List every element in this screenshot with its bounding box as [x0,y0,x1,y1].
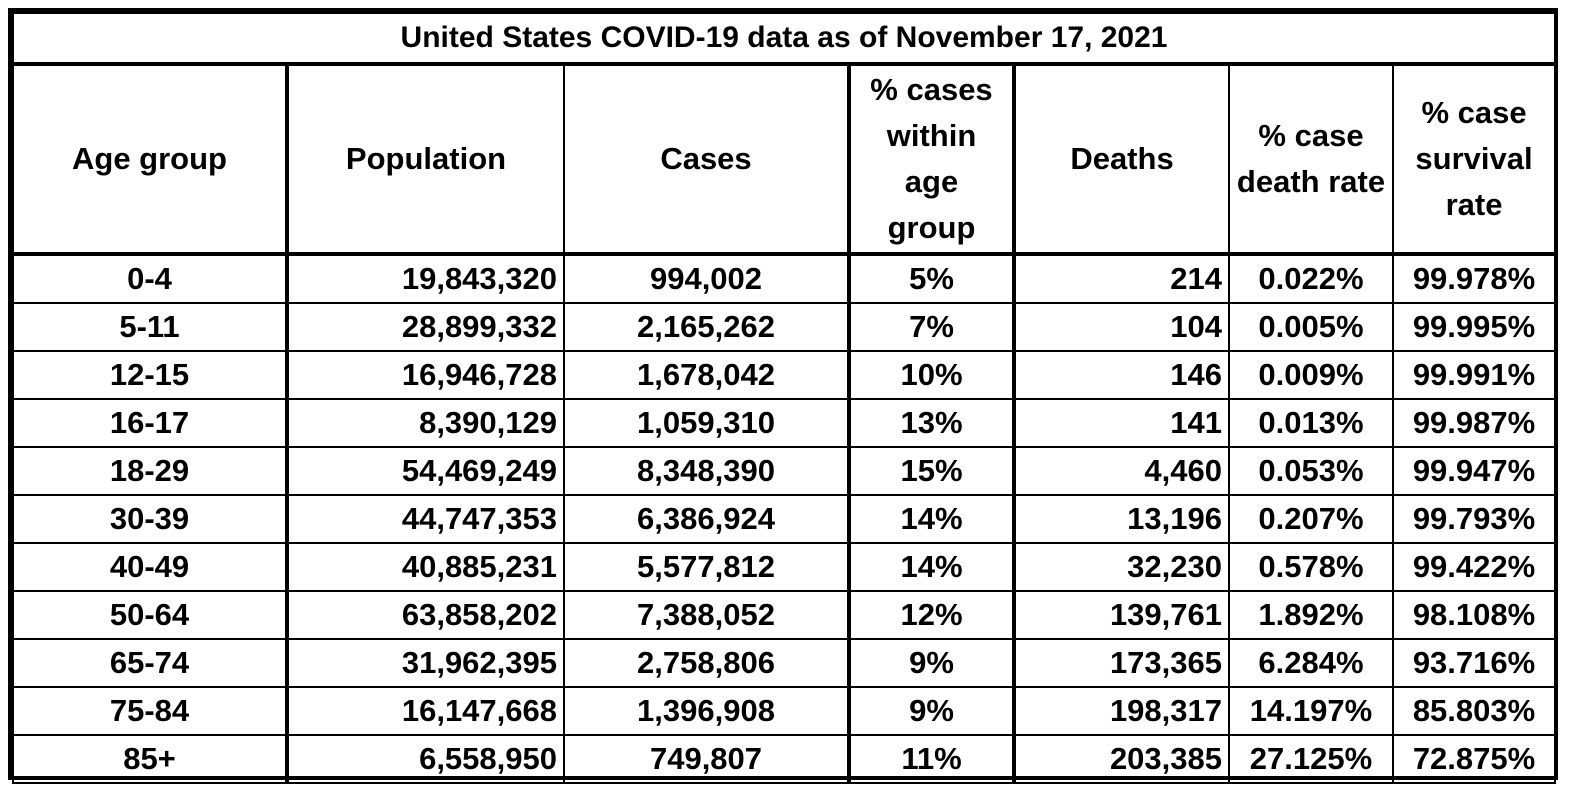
cases-cell: 1,678,042 [563,350,850,400]
table-row: 85+ 6,558,950 749,807 11% 203,385 27.125% 72.8… [12,734,1557,784]
pct-cases-cell: 15% [847,446,1015,496]
age-group-cell: 12-15 [12,350,288,400]
age-group-cell: 65-74 [12,638,288,688]
death-rate-cell: 27.125% [1228,734,1394,784]
deaths-cell: 146 [1012,350,1230,400]
cases-cell: 1,059,310 [563,398,850,448]
pct-cases-cell: 13% [847,398,1015,448]
death-rate-cell: 1.892% [1228,590,1394,640]
death-rate-cell: 14.197% [1228,686,1394,736]
cases-cell: 994,002 [563,253,850,304]
age-group-cell: 16-17 [12,398,288,448]
age-group-cell: 75-84 [12,686,288,736]
deaths-cell: 214 [1012,253,1230,304]
survival-rate-cell: 99.422% [1391,542,1557,592]
deaths-cell: 13,196 [1012,494,1230,544]
death-rate-cell: 0.013% [1228,398,1394,448]
covid-data-table: United States COVID-19 data as of Novemb… [11,12,1557,784]
survival-rate-cell: 99.987% [1391,398,1557,448]
pct-cases-cell: 7% [847,302,1015,352]
pct-cases-cell: 9% [847,686,1015,736]
cases-cell: 5,577,812 [563,542,850,592]
table-row: 40-49 40,885,231 5,577,812 14% 32,230 0.578% 9… [12,542,1557,592]
table-row: 75-84 16,147,668 1,396,908 9% 198,317 14.197%… [12,686,1557,736]
death-rate-cell: 0.009% [1228,350,1394,400]
population-cell: 54,469,249 [285,446,565,496]
deaths-cell: 104 [1012,302,1230,352]
pct-cases-cell: 11% [847,734,1015,784]
survival-rate-cell: 93.716% [1391,638,1557,688]
deaths-cell: 4,460 [1012,446,1230,496]
covid-data-table-frame: United States COVID-19 data as of Novemb… [8,8,1558,784]
table-row: 18-29 54,469,249 8,348,390 15% 4,460 0.053% 99… [12,446,1557,496]
death-rate-cell: 0.053% [1228,446,1394,496]
survival-rate-cell: 85.803% [1391,686,1557,736]
death-rate-cell: 0.578% [1228,542,1394,592]
table-row: 30-39 44,747,353 6,386,924 14% 13,196 0.207% 9… [12,494,1557,544]
pct-cases-cell: 9% [847,638,1015,688]
survival-rate-cell: 98.108% [1391,590,1557,640]
cases-cell: 2,165,262 [563,302,850,352]
column-header-deaths: Deaths [1012,63,1230,256]
deaths-cell: 32,230 [1012,542,1230,592]
deaths-cell: 173,365 [1012,638,1230,688]
survival-rate-cell: 99.947% [1391,446,1557,496]
table-row: 50-64 63,858,202 7,388,052 12% 139,761 1.892%… [12,590,1557,640]
death-rate-cell: 0.005% [1228,302,1394,352]
age-group-cell: 5-11 [12,302,288,352]
table-row: 5-11 28,899,332 2,165,262 7% 104 0.005% 99.995… [12,302,1557,352]
column-header-age-group: Age group [12,63,288,256]
pct-cases-cell: 14% [847,494,1015,544]
survival-rate-cell: 99.995% [1391,302,1557,352]
deaths-cell: 198,317 [1012,686,1230,736]
column-header-population: Population [285,63,565,256]
cases-cell: 7,388,052 [563,590,850,640]
header-row: Age group Population Cases % cases withi… [12,63,1557,256]
column-header-survival-rate: % case survival rate [1391,63,1557,256]
population-cell: 28,899,332 [285,302,565,352]
age-group-cell: 18-29 [12,446,288,496]
survival-rate-cell: 99.978% [1391,253,1557,304]
death-rate-cell: 0.207% [1228,494,1394,544]
population-cell: 31,962,395 [285,638,565,688]
table-title: United States COVID-19 data as of Novemb… [11,12,1557,66]
death-rate-cell: 0.022% [1228,253,1394,304]
population-cell: 8,390,129 [285,398,565,448]
column-header-cases: Cases [563,63,850,256]
age-group-cell: 40-49 [12,542,288,592]
population-cell: 6,558,950 [285,734,565,784]
population-cell: 19,843,320 [285,253,565,304]
survival-rate-cell: 99.793% [1391,494,1557,544]
deaths-cell: 203,385 [1012,734,1230,784]
age-group-cell: 0-4 [12,253,288,304]
deaths-cell: 141 [1012,398,1230,448]
cases-cell: 1,396,908 [563,686,850,736]
table-row: 12-15 16,946,728 1,678,042 10% 146 0.009% 99.9… [12,350,1557,400]
survival-rate-cell: 99.991% [1391,350,1557,400]
table-row: 0-4 19,843,320 994,002 5% 214 0.022% 99.978% [12,253,1557,304]
cases-cell: 749,807 [563,734,850,784]
column-header-death-rate: % case death rate [1228,63,1394,256]
survival-rate-cell: 72.875% [1391,734,1557,784]
pct-cases-cell: 12% [847,590,1015,640]
age-group-cell: 50-64 [12,590,288,640]
age-group-cell: 85+ [12,734,288,784]
cases-cell: 2,758,806 [563,638,850,688]
population-cell: 40,885,231 [285,542,565,592]
pct-cases-cell: 5% [847,253,1015,304]
cases-cell: 6,386,924 [563,494,850,544]
table-row: 65-74 31,962,395 2,758,806 9% 173,365 6.284% 9… [12,638,1557,688]
cases-cell: 8,348,390 [563,446,850,496]
age-group-cell: 30-39 [12,494,288,544]
deaths-cell: 139,761 [1012,590,1230,640]
population-cell: 44,747,353 [285,494,565,544]
population-cell: 16,946,728 [285,350,565,400]
table-row: 16-17 8,390,129 1,059,310 13% 141 0.013% 99.98… [12,398,1557,448]
population-cell: 16,147,668 [285,686,565,736]
population-cell: 63,858,202 [285,590,565,640]
death-rate-cell: 6.284% [1228,638,1394,688]
pct-cases-cell: 14% [847,542,1015,592]
column-header-pct-cases: % cases within age group [847,63,1015,256]
pct-cases-cell: 10% [847,350,1015,400]
